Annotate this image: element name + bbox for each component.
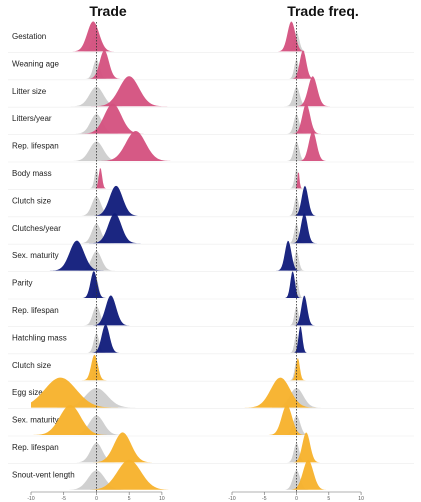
density-ridge xyxy=(31,21,175,52)
density-ridge xyxy=(232,50,374,79)
x-tick-label: -5 xyxy=(62,496,67,502)
density-ridge xyxy=(31,459,175,490)
x-tick-label: -10 xyxy=(228,496,235,502)
x-tick-label: -5 xyxy=(262,496,267,502)
x-tick-label: 0 xyxy=(295,496,298,502)
panel-title-trade-freq: Trade freq. xyxy=(287,3,359,19)
density-ridge xyxy=(232,240,374,271)
density-ridge xyxy=(232,21,374,52)
reference-density xyxy=(31,86,175,107)
reference-density xyxy=(232,251,374,271)
reference-density xyxy=(232,361,374,381)
density-ridge xyxy=(31,405,175,435)
x-tick-label: 10 xyxy=(358,496,364,502)
reference-density xyxy=(31,470,175,490)
density-ridge xyxy=(232,131,374,161)
density-ridge xyxy=(31,103,175,134)
density-ridge xyxy=(232,76,374,107)
row-label: Rep. lifespan xyxy=(12,443,59,452)
density-ridge xyxy=(232,103,374,134)
density-ridge xyxy=(31,76,175,107)
reference-density xyxy=(232,388,374,408)
density-ridge xyxy=(232,357,374,381)
density-ridge xyxy=(232,172,374,189)
panel-title-trade: Trade xyxy=(89,3,127,19)
reference-density xyxy=(232,169,374,189)
row-label: Rep. lifespan xyxy=(12,142,59,151)
density-ridge xyxy=(232,405,374,435)
reference-density xyxy=(31,360,175,381)
density-ridge xyxy=(232,213,374,244)
row-label: Clutch size xyxy=(12,196,52,205)
reference-density xyxy=(232,141,374,161)
x-tick-label: -10 xyxy=(27,496,34,502)
reference-density xyxy=(31,251,175,271)
density-ridge xyxy=(31,377,175,408)
reference-density xyxy=(232,278,374,298)
row-label: Parity xyxy=(12,279,32,288)
reference-density xyxy=(232,415,374,435)
density-ridge xyxy=(31,131,175,161)
x-tick-label: 0 xyxy=(95,496,98,502)
row-label: Gestation xyxy=(12,32,46,41)
row-label: Litter size xyxy=(12,87,47,96)
row-label: Hatchling mass xyxy=(12,333,67,342)
row-label: Egg size xyxy=(12,388,43,397)
x-tick-label: 5 xyxy=(128,496,131,502)
x-tick-label: 5 xyxy=(327,496,330,502)
reference-density xyxy=(31,442,175,463)
reference-density xyxy=(31,415,175,435)
density-ridge xyxy=(232,377,374,408)
density-ridge xyxy=(232,432,374,463)
density-ridge xyxy=(31,168,175,189)
row-label: Weaning age xyxy=(12,59,60,68)
reference-density xyxy=(232,32,374,52)
row-label: Rep. lifespan xyxy=(12,306,59,315)
density-ridge xyxy=(232,271,374,298)
row-label: Litters/year xyxy=(12,114,52,123)
row-label: Body mass xyxy=(12,169,52,178)
density-ridge xyxy=(31,354,175,381)
density-ridge xyxy=(232,326,374,353)
density-ridge xyxy=(31,295,175,326)
row-label: Sex. maturity xyxy=(12,416,59,425)
density-ridge xyxy=(31,50,175,79)
row-label: Clutches/year xyxy=(12,224,61,233)
reference-density xyxy=(31,278,175,298)
density-ridge xyxy=(232,185,374,216)
row-label: Snout-vent length xyxy=(12,470,75,479)
reference-density xyxy=(31,388,175,408)
row-label: Sex. maturity xyxy=(12,251,59,260)
density-ridge xyxy=(232,295,374,326)
row-label: Clutch size xyxy=(12,361,52,370)
x-tick-label: 10 xyxy=(159,496,165,502)
density-ridge xyxy=(31,324,175,353)
reference-density xyxy=(31,141,175,161)
density-ridge xyxy=(31,240,175,271)
density-ridge xyxy=(31,271,175,298)
density-ridge xyxy=(232,459,374,490)
